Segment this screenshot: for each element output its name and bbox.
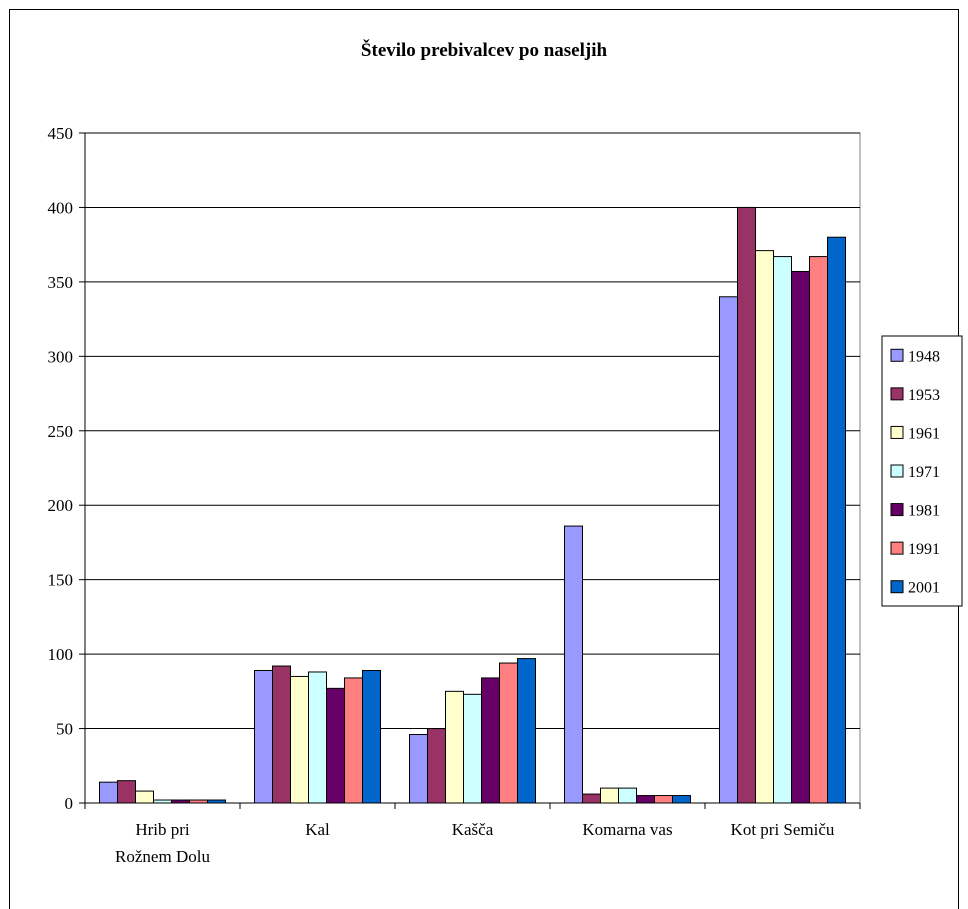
bar [254,669,273,804]
bar [445,690,464,804]
y-tick-label: 0 [65,794,74,813]
legend-swatch [890,387,904,401]
x-tick-label: Hrib pri [135,820,190,839]
y-tick-label: 400 [48,198,74,217]
x-tick-label: Komarna vas [582,820,672,839]
bar [344,677,363,804]
y-tick-label: 450 [48,124,74,143]
bar [99,781,118,804]
bar [409,734,428,804]
bar [755,250,774,804]
legend-swatch [890,464,904,478]
bar [582,793,601,804]
bar [135,790,154,804]
bar [308,671,327,804]
y-tick-label: 350 [48,273,74,292]
legend-label: 2001 [908,580,940,597]
bars [99,206,846,804]
legend-swatch [890,503,904,517]
bar [427,728,446,804]
legend-swatch [890,348,904,362]
bar [481,677,500,804]
bar [827,236,846,804]
legend-label: 1953 [908,387,940,404]
bar [737,206,756,804]
legend-label: 1971 [908,464,940,481]
bar [791,270,810,804]
legend-label: 1991 [908,541,940,558]
bar [117,780,136,804]
chart-title: Število prebivalcev po naseljih [360,40,608,61]
bar [326,687,345,804]
x-tick-label: Kal [305,820,330,839]
bar [719,296,738,804]
legend-label: 1961 [908,425,940,442]
legend-swatch [890,541,904,555]
bar [272,665,291,804]
legend: 1948 1953 1961 1971 1981 1991 2001 [881,335,963,607]
bar [362,669,381,804]
x-tick-label: Rožnem Dolu [115,847,210,866]
legend-swatch [890,580,904,594]
y-tick-label: 250 [48,422,74,441]
bar [290,675,309,804]
bar [809,256,828,804]
bar [773,256,792,804]
x-tick-label: Kašča [452,820,494,839]
y-tick-label: 100 [48,645,74,664]
y-tick-label: 50 [56,720,73,739]
y-tick-label: 150 [48,571,74,590]
bar [463,693,482,804]
legend-swatch [890,425,904,439]
legend-label: 1948 [908,348,940,365]
bar [499,662,518,804]
bar [618,787,637,804]
legend-label: 1981 [908,503,940,520]
y-tick-label: 200 [48,496,74,515]
x-tick-label: Kot pri Semiču [731,820,835,839]
bar [672,795,691,804]
bar [654,795,673,804]
y-tick-label: 300 [48,347,74,366]
bar [564,525,583,804]
bar [636,795,655,804]
axes: 0 50 100 150 200 250 300 350 400 450 Hrib pri Rožne… [48,124,861,866]
bar [517,658,536,804]
bar [600,787,619,804]
